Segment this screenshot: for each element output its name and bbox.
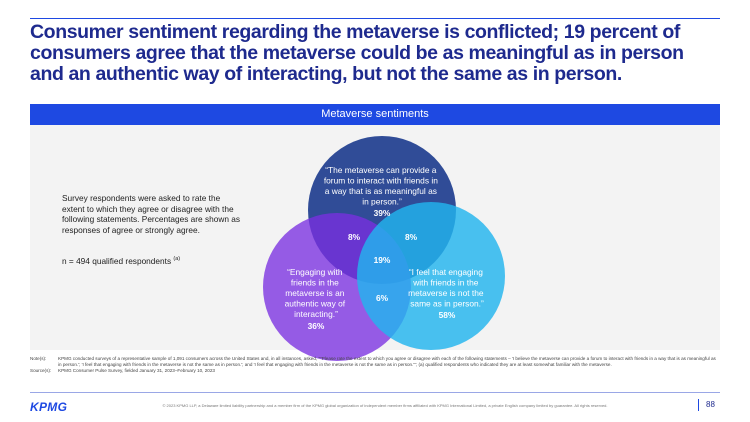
note-label: Note(s): [30, 356, 47, 361]
venn-overlap-center: 19% [374, 255, 391, 265]
venn-circle-not-same [357, 202, 505, 350]
footer-rule [30, 392, 720, 393]
copyright-text: © 2023 KPMG LLP, a Delaware limited liab… [162, 403, 608, 408]
source-text: KPMG Consumer Pulse Survey, fielded Janu… [58, 368, 215, 374]
venn-text-meaningful: “The metaverse can provide a forum to in… [324, 165, 440, 207]
venn-overlap-bottom: 6% [376, 293, 389, 303]
page-number-divider [698, 399, 699, 411]
note-text: KPMG conducted surveys of a representati… [58, 356, 716, 368]
page-title: Consumer sentiment regarding the metaver… [30, 21, 684, 85]
venn-text-not-same: “I feel that engaging with friends in th… [408, 267, 486, 309]
venn-text-authentic: “Engaging with friends in the metaverse … [285, 267, 348, 319]
respondent-count: n = 494 qualified respondents (a) [62, 256, 180, 266]
footnotes: Note(s): KPMG conducted surveys of a rep… [30, 356, 720, 375]
source-label: Source(s): [30, 368, 52, 374]
section-banner: Metaverse sentiments [30, 104, 720, 125]
venn-value-not-same: 58% [439, 310, 456, 320]
page-number: 88 [706, 400, 715, 409]
venn-value-meaningful: 39% [374, 208, 391, 218]
source-row: Source(s): KPMG Consumer Pulse Survey, f… [30, 368, 720, 374]
venn-overlap-top-left: 8% [348, 232, 361, 242]
kpmg-logo: KPMG [30, 400, 68, 414]
survey-description: Survey respondents were asked to rate th… [62, 193, 241, 235]
venn-value-authentic: 36% [308, 321, 325, 331]
venn-overlap-top-right: 8% [405, 232, 418, 242]
note-row: Note(s): KPMG conducted surveys of a rep… [30, 356, 720, 368]
top-rule [30, 18, 720, 19]
respondent-count-text: n = 494 qualified respondents [62, 256, 172, 266]
respondent-count-footnote: (a) [173, 256, 181, 263]
